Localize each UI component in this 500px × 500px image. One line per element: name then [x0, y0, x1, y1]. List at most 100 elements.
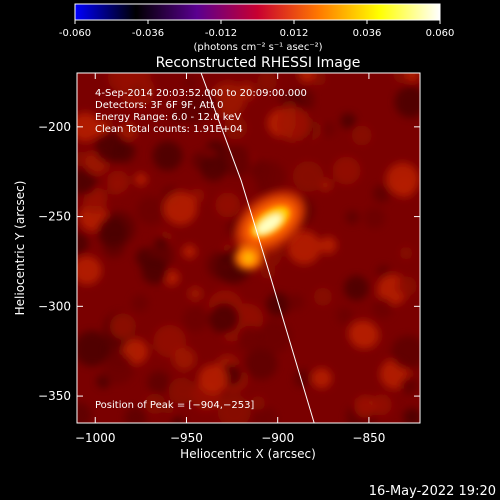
noise-blob — [134, 173, 148, 186]
colorbar-tick-label: -0.036 — [132, 28, 164, 39]
info-clean-counts: Clean Total counts: 1.91E+04 — [95, 124, 243, 135]
noise-blob — [106, 170, 130, 193]
noise-blob — [198, 364, 228, 394]
noise-blob — [210, 81, 246, 118]
noise-blob — [345, 210, 360, 225]
x-tick-label: −1000 — [75, 431, 116, 445]
colorbar-tick-label: 0.060 — [426, 28, 455, 39]
noise-blob — [183, 75, 198, 90]
noise-blob — [107, 73, 138, 93]
noise-blob — [77, 168, 97, 195]
noise-blob — [94, 131, 126, 163]
colorbar-ticks — [74, 20, 441, 24]
noise-blob — [179, 95, 208, 124]
noise-blob — [396, 276, 417, 297]
noise-blob — [245, 347, 278, 380]
info-time-range: 4-Sep-2014 20:03:52.000 to 20:09:00.000 — [95, 88, 307, 99]
x-tick-label: −850 — [352, 431, 385, 445]
noise-blob — [77, 330, 110, 367]
solar-limb-line — [200, 73, 315, 423]
x-tick-labels: −1000 −950 −900 −850 — [75, 431, 385, 445]
noise-blob — [188, 286, 203, 301]
x-tick-label: −900 — [261, 431, 294, 445]
noise-blob — [77, 401, 92, 423]
y-tick-label: −350 — [38, 389, 71, 403]
noise-blob — [298, 73, 315, 83]
info-detectors: Detectors: 3F 6F 9F, Att 0 — [95, 100, 223, 111]
noise-blob — [287, 230, 321, 265]
noise-blob — [171, 416, 185, 423]
sources — [234, 190, 307, 270]
noise-blob — [349, 320, 378, 349]
noise-blob — [221, 145, 252, 177]
noise-blob — [172, 347, 196, 371]
noise-blob — [351, 125, 372, 146]
noise-blob — [152, 140, 183, 171]
source-core-group — [242, 206, 290, 264]
secondary-source-core — [242, 251, 255, 264]
y-tick-label: −200 — [38, 120, 71, 134]
noise-blob — [182, 244, 197, 259]
noise-blob — [400, 376, 418, 395]
noise-blob — [277, 107, 311, 142]
noise-blob — [311, 73, 327, 86]
colorbar-tick-labels: -0.060 -0.036 -0.012 0.012 0.036 0.060 — [59, 28, 454, 39]
noise-blob — [311, 367, 332, 389]
y-tick-label: −300 — [38, 299, 71, 313]
noise-blob — [391, 335, 420, 370]
noise-blob — [386, 162, 420, 196]
noise-blob — [237, 325, 264, 352]
noise-blob — [332, 156, 361, 185]
noise-blob — [170, 108, 185, 124]
noise-blob — [182, 306, 209, 333]
noise-blob — [124, 406, 147, 423]
noise-blob — [109, 313, 137, 340]
noise-blob — [136, 196, 166, 225]
noise-blob — [394, 86, 420, 118]
x-axis-label: Heliocentric X (arcsec) — [180, 447, 316, 461]
noise-blob — [320, 121, 336, 137]
noise-blob — [155, 235, 169, 249]
main-source-peak — [257, 214, 282, 234]
noise-blob — [215, 192, 241, 218]
noise-blob — [266, 292, 291, 317]
noise-blob — [319, 236, 337, 254]
colorbar-tick-label: 0.012 — [280, 28, 309, 39]
noise-blob — [208, 303, 240, 334]
noise-blob — [77, 112, 100, 142]
noise-blob — [118, 122, 138, 141]
noise-blob — [102, 353, 134, 385]
colorbar-tick-label: -0.012 — [205, 28, 237, 39]
noise-blob — [250, 405, 278, 423]
noise-blob — [168, 377, 195, 404]
noise-blob — [97, 216, 128, 247]
x-tick-label: −950 — [170, 431, 203, 445]
y-tick-label: −250 — [38, 210, 71, 224]
colorbar-tick-label: -0.060 — [59, 28, 91, 39]
noise-blob — [354, 396, 377, 418]
noise-blob — [313, 287, 333, 306]
colorbar-unit-label: (photons cm⁻² s⁻¹ asec⁻²) — [193, 42, 322, 53]
noise-blob — [251, 396, 266, 411]
noise-blob — [163, 191, 198, 226]
noise-blob — [77, 255, 102, 285]
info-energy-range: Energy Range: 6.0 - 12.0 keV — [95, 112, 241, 123]
noise-blob — [253, 160, 286, 193]
noise-blob — [292, 160, 324, 193]
timestamp: 16-May-2022 19:20 — [369, 484, 496, 499]
noise-blob — [200, 154, 227, 181]
noise-blob — [217, 394, 251, 423]
noise-blob — [372, 297, 393, 319]
noise-blob — [131, 294, 149, 312]
noise-blob — [147, 370, 171, 395]
noise-blob — [336, 307, 353, 324]
noise-blob — [372, 184, 391, 203]
peak-position-label: Position of Peak = [−904,−253] — [95, 400, 254, 411]
noise-blob — [257, 73, 278, 92]
noise-blob — [293, 370, 312, 388]
noise-blob — [402, 408, 420, 423]
noise-blob — [141, 257, 169, 285]
noise-blob — [343, 275, 369, 301]
noise-blob — [223, 116, 248, 140]
